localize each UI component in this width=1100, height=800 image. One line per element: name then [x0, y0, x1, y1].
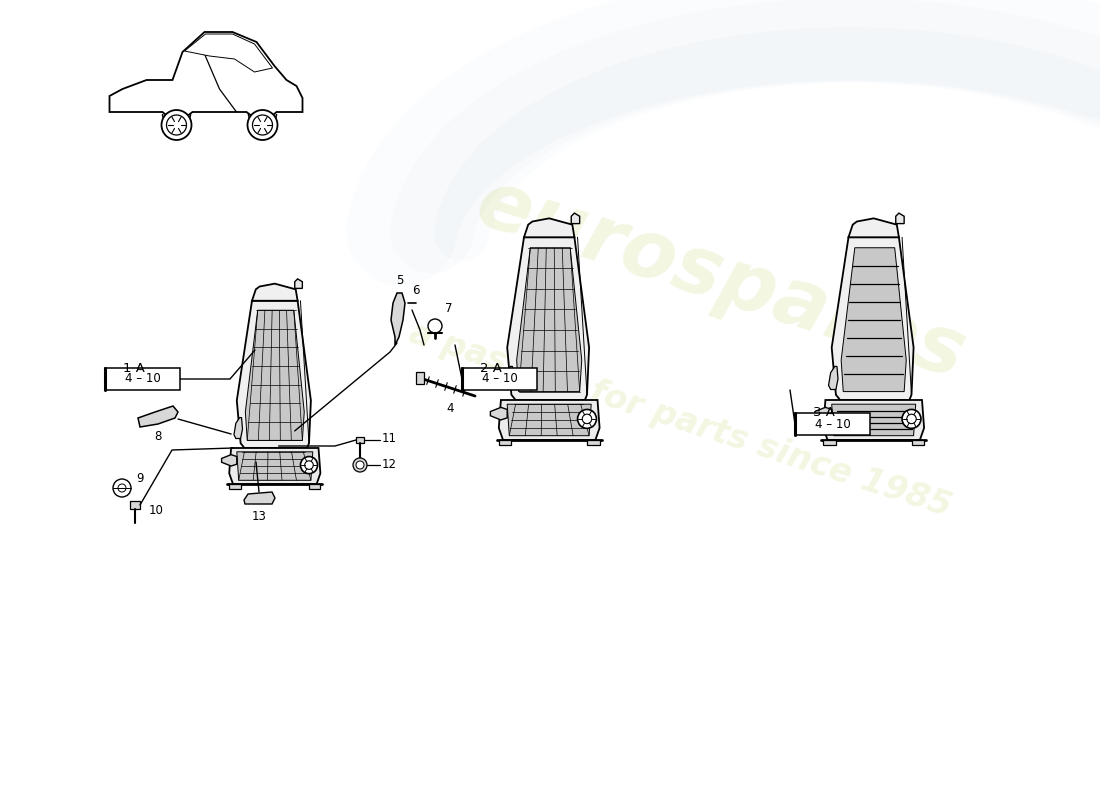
Polygon shape [390, 293, 405, 345]
Polygon shape [823, 440, 836, 445]
Polygon shape [895, 213, 904, 223]
Polygon shape [848, 218, 899, 238]
Text: 6: 6 [412, 283, 420, 297]
Circle shape [356, 461, 364, 469]
Circle shape [253, 115, 273, 135]
Text: 8: 8 [154, 430, 162, 443]
Text: 4 – 10: 4 – 10 [124, 373, 161, 386]
Text: 1 A: 1 A [123, 362, 145, 374]
Circle shape [902, 410, 921, 428]
Polygon shape [295, 279, 302, 289]
Polygon shape [110, 32, 302, 124]
Polygon shape [185, 34, 273, 72]
Text: 12: 12 [382, 458, 397, 470]
FancyBboxPatch shape [462, 368, 537, 390]
Polygon shape [244, 492, 275, 504]
FancyBboxPatch shape [795, 413, 870, 435]
Circle shape [305, 461, 314, 470]
Polygon shape [236, 452, 312, 480]
Polygon shape [815, 407, 832, 420]
Polygon shape [507, 404, 591, 436]
Text: eurospares: eurospares [466, 164, 975, 396]
Circle shape [578, 410, 596, 428]
Circle shape [113, 479, 131, 497]
Polygon shape [245, 310, 305, 440]
Polygon shape [498, 400, 600, 440]
Circle shape [906, 414, 916, 424]
Text: 4: 4 [447, 402, 453, 414]
Polygon shape [504, 366, 514, 390]
Circle shape [353, 458, 367, 472]
Text: 11: 11 [382, 433, 397, 446]
Bar [130, 501, 140, 509]
Polygon shape [138, 406, 178, 427]
Polygon shape [252, 284, 298, 301]
Polygon shape [823, 400, 924, 440]
FancyBboxPatch shape [104, 368, 180, 390]
Polygon shape [491, 407, 507, 420]
Polygon shape [912, 440, 924, 445]
Polygon shape [587, 440, 600, 445]
Polygon shape [832, 404, 915, 436]
Polygon shape [234, 418, 242, 438]
Text: 9: 9 [136, 471, 143, 485]
Circle shape [428, 319, 442, 333]
Polygon shape [229, 448, 320, 484]
Bar [356, 437, 364, 443]
Polygon shape [571, 213, 580, 223]
Polygon shape [507, 238, 590, 400]
Text: 4 – 10: 4 – 10 [815, 418, 850, 430]
Text: 4 – 10: 4 – 10 [482, 373, 517, 386]
Circle shape [166, 115, 187, 135]
Polygon shape [524, 218, 574, 238]
Text: 3 A: 3 A [813, 406, 835, 419]
Text: 7: 7 [446, 302, 452, 314]
Text: 5: 5 [396, 274, 404, 286]
Circle shape [582, 414, 592, 424]
Polygon shape [832, 238, 914, 400]
Circle shape [162, 110, 191, 140]
Polygon shape [828, 366, 838, 390]
Text: 10: 10 [148, 505, 164, 518]
Polygon shape [236, 301, 311, 448]
Polygon shape [309, 484, 320, 489]
Polygon shape [842, 248, 906, 392]
Polygon shape [517, 248, 582, 392]
Bar [416, 372, 424, 384]
Text: 13: 13 [252, 510, 266, 522]
Text: 2 A: 2 A [480, 362, 502, 374]
Circle shape [118, 484, 127, 492]
Polygon shape [221, 454, 236, 466]
Circle shape [300, 457, 318, 474]
Polygon shape [229, 484, 241, 489]
Polygon shape [498, 440, 512, 445]
Circle shape [248, 110, 277, 140]
Text: a passion for parts since 1985: a passion for parts since 1985 [405, 317, 955, 523]
